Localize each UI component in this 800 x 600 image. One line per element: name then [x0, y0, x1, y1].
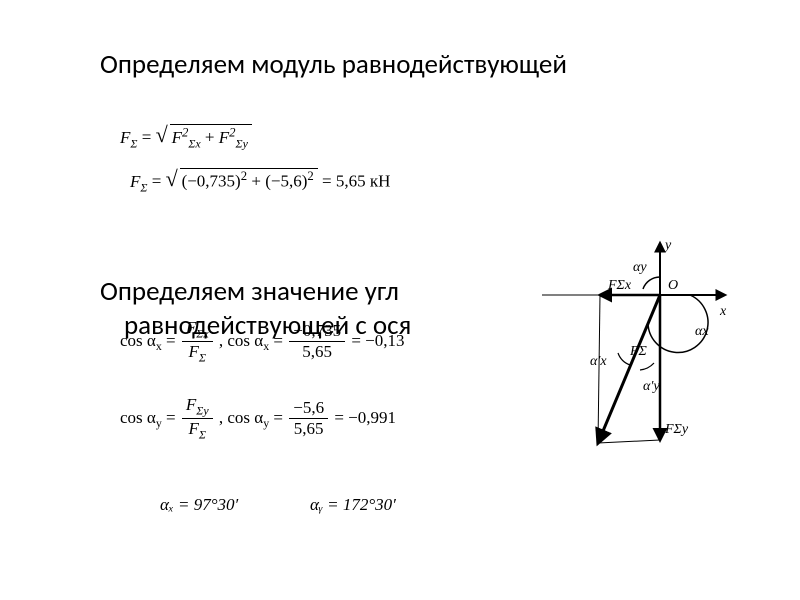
- result-mag: 5,65 кН: [336, 172, 391, 191]
- vector-diagram: y x O FΣx FΣy FΣ αy αx α′x α′y: [530, 235, 740, 465]
- plus2: +: [251, 172, 265, 191]
- cosax-eq3: =: [351, 331, 365, 350]
- cosay-den1: F: [189, 419, 199, 438]
- cosax-sub: x: [156, 339, 162, 353]
- angle-x-text: αₓ = 97°30′: [160, 495, 238, 514]
- cosax-num2: −0,735: [289, 321, 345, 342]
- arc-alpha-y: [643, 277, 660, 289]
- sym-Fa: F: [172, 128, 182, 147]
- cosay-den1-sub: Σ: [199, 428, 206, 442]
- eq: =: [142, 128, 156, 147]
- label-alpha-x: αx: [695, 324, 709, 339]
- result-angle-y: αᵧ = 172°30′: [310, 495, 396, 515]
- cosay-num1-sub: Σy: [196, 403, 208, 417]
- formula-cos-ax: cos αx = FΣx FΣ , cos αx = −0,735 5,65 =…: [120, 318, 405, 366]
- val-b: (−5,6): [265, 172, 307, 191]
- cosay-frac1: FΣy FΣ: [182, 395, 213, 443]
- heading-angles-line1: Определяем значение угл: [100, 275, 399, 309]
- sub-b: Σy: [236, 136, 248, 150]
- cosay-num1: F: [186, 395, 196, 414]
- sqrt2: (−0,735)2 + (−5,6)2: [166, 168, 318, 192]
- label-alpha-x-prime: α′x: [590, 354, 607, 369]
- formula-magnitude-numeric: FΣ = (−0,735)2 + (−5,6)2 = 5,65 кН: [130, 168, 390, 195]
- label-alpha-y: αy: [633, 260, 647, 275]
- sym-F2: F: [130, 172, 140, 191]
- cosay-frac2: −5,6 5,65: [289, 398, 328, 439]
- formula-cos-ay: cos αy = FΣy FΣ , cos αy = −5,6 5,65 = −…: [120, 395, 396, 443]
- plus: +: [205, 128, 219, 147]
- formula-magnitude-general: FΣ = F2Σx + F2Σy: [120, 124, 252, 151]
- cosax-num1-sub: Σx: [196, 326, 208, 340]
- sub-a: Σx: [188, 136, 200, 150]
- sym-F-sub: Σ: [130, 136, 137, 150]
- cosay-lhs: cos α: [120, 408, 156, 427]
- heading-magnitude: Определяем модуль равнодействующей: [100, 48, 567, 82]
- cosax-lhs: cos α: [120, 331, 156, 350]
- arc-alpha-x-prime: [618, 353, 630, 365]
- cosax-lhs2: cos α: [227, 331, 263, 350]
- result-angle-x: αₓ = 97°30′: [160, 495, 238, 515]
- label-y: y: [663, 238, 672, 253]
- sup-a2: 2: [241, 169, 247, 183]
- cosax-num1: F: [186, 318, 196, 337]
- cosay-num2: −5,6: [289, 398, 328, 419]
- label-fs: FΣ: [629, 344, 648, 359]
- cosax-den2: 5,65: [289, 342, 345, 362]
- cosax-den1-sub: Σ: [199, 351, 206, 365]
- val-a: (−0,735): [182, 172, 241, 191]
- label-x: x: [719, 304, 727, 319]
- sqrt: F2Σx + F2Σy: [156, 124, 252, 151]
- eq2: =: [152, 172, 166, 191]
- sym-F: F: [120, 128, 130, 147]
- cosax-frac1: FΣx FΣ: [182, 318, 213, 366]
- cosax-eq: =: [166, 331, 180, 350]
- projection-vert: [598, 295, 600, 443]
- cosax-den1: F: [189, 342, 199, 361]
- eq2b: =: [322, 172, 336, 191]
- label-O: O: [668, 278, 678, 293]
- cosay-eq: =: [166, 408, 180, 427]
- cosax-frac2: −0,735 5,65: [289, 321, 345, 362]
- projection-horiz: [598, 440, 660, 443]
- cosay-sub: y: [156, 416, 162, 430]
- arc-alpha-y-prime: [640, 363, 654, 370]
- cosay-eq3: =: [334, 408, 348, 427]
- cosay-eq2: =: [273, 408, 287, 427]
- vector-resultant: [598, 295, 660, 443]
- cosax-eq2: =: [273, 331, 287, 350]
- label-fsy: FΣy: [664, 422, 689, 437]
- cosay-lhs2: cos α: [227, 408, 263, 427]
- cosay-sub2: y: [263, 416, 269, 430]
- cosay-den2: 5,65: [289, 419, 328, 439]
- angle-y-text: αᵧ = 172°30′: [310, 495, 396, 514]
- cosax-sub2: x: [263, 339, 269, 353]
- cosax-result: −0,13: [365, 331, 404, 350]
- label-alpha-y-prime: α′y: [643, 379, 660, 394]
- cosay-result: −0,991: [348, 408, 396, 427]
- sym-Fb: F: [219, 128, 229, 147]
- label-fsx: FΣx: [607, 278, 632, 293]
- sup-b2: 2: [307, 169, 313, 183]
- sym-F2-sub: Σ: [140, 180, 147, 194]
